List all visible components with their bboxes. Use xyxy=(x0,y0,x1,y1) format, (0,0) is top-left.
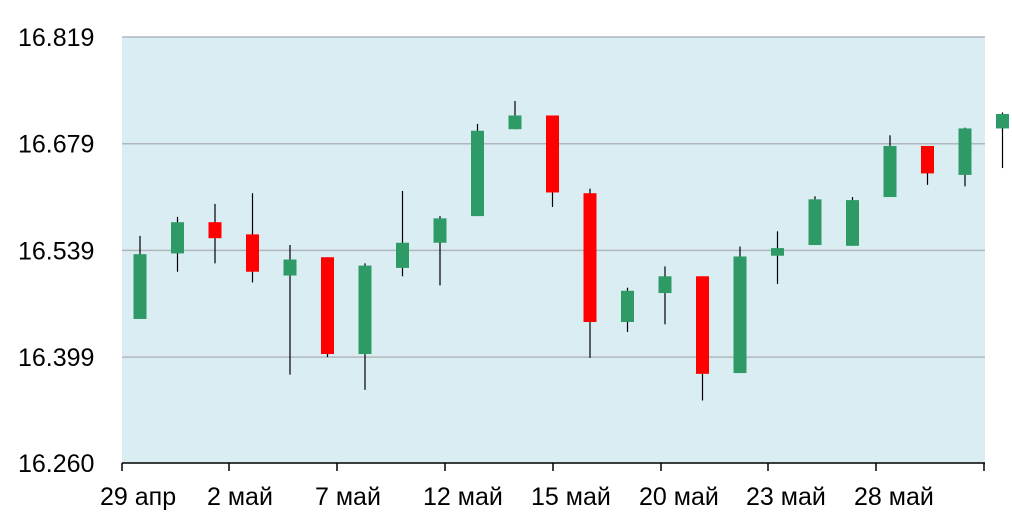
candle-body-up xyxy=(733,256,747,374)
candle-body-down xyxy=(321,257,334,355)
candle xyxy=(171,216,184,272)
candle-body-up xyxy=(171,222,184,254)
x-tick-label: 2 май xyxy=(207,483,273,511)
candle xyxy=(921,145,934,185)
candle-body-up xyxy=(883,145,897,198)
candle xyxy=(133,235,147,319)
candle xyxy=(208,203,222,264)
candle xyxy=(246,193,259,283)
candle-body-up xyxy=(846,200,859,246)
x-tick-label: 29 апр xyxy=(100,483,176,511)
candle xyxy=(808,196,822,246)
candle-body-up xyxy=(358,265,372,355)
candle xyxy=(621,287,634,332)
y-tick-label: 16.539 xyxy=(18,237,94,265)
x-tick-label: 7 май xyxy=(315,483,381,511)
candle xyxy=(396,190,409,277)
candle xyxy=(696,276,709,401)
x-tick-label: 28 май xyxy=(854,483,934,511)
x-tick-label: 12 май xyxy=(423,483,503,511)
y-tick-label: 16.819 xyxy=(18,24,94,52)
candle xyxy=(846,197,859,246)
candle-body-up xyxy=(808,199,822,246)
candle xyxy=(583,188,597,358)
candle-body-down xyxy=(546,115,559,193)
candle-body-up xyxy=(771,248,784,256)
candle-body-up xyxy=(283,259,297,276)
candle-body-up xyxy=(396,242,409,268)
y-tick-label: 16.399 xyxy=(18,344,94,372)
candle-body-down xyxy=(921,145,934,174)
x-tick-label: 15 май xyxy=(531,483,611,511)
candle xyxy=(283,245,297,375)
candle-body-up xyxy=(621,290,634,323)
candle xyxy=(321,257,334,358)
candle-body-up xyxy=(996,113,1009,129)
candle xyxy=(358,263,372,390)
candle-body-up xyxy=(471,130,484,217)
candle-body-up xyxy=(958,128,972,175)
candle-body-down xyxy=(246,234,259,272)
candle xyxy=(958,127,972,187)
x-tick-label: 20 май xyxy=(639,483,719,511)
y-tick-label: 16.679 xyxy=(18,131,94,159)
axes xyxy=(121,462,985,471)
candle xyxy=(771,231,784,284)
x-tick-label: 23 май xyxy=(746,483,826,511)
candle-body-down xyxy=(583,193,597,323)
candles xyxy=(133,101,1009,401)
candle xyxy=(658,266,672,325)
y-tick-label: 16.260 xyxy=(18,450,94,478)
candle xyxy=(546,115,559,207)
candle-body-up xyxy=(433,218,447,243)
candle-body-up xyxy=(508,115,522,130)
candle-body-down xyxy=(696,276,709,374)
candle-body-up xyxy=(133,254,147,319)
candle xyxy=(508,101,522,130)
y-axis-labels: 16.819 16.679 16.539 16.399 16.260 xyxy=(18,24,94,478)
candle xyxy=(471,123,484,217)
candle-body-down xyxy=(208,222,222,239)
candle xyxy=(733,246,747,374)
x-axis-labels: 29 апр 2 май 7 май 12 май 15 май 20 май 23 май… xyxy=(100,483,934,511)
candle xyxy=(433,216,447,286)
candle xyxy=(996,112,1009,169)
candle-body-up xyxy=(658,276,672,294)
candle xyxy=(883,135,897,198)
